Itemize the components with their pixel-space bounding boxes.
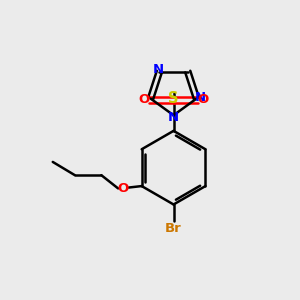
Text: N: N (152, 63, 164, 76)
Text: S: S (168, 91, 179, 106)
Text: O: O (139, 93, 150, 106)
Text: O: O (118, 182, 129, 195)
Text: Br: Br (165, 222, 182, 235)
Text: N: N (194, 91, 206, 103)
Text: N: N (168, 111, 179, 124)
Text: O: O (197, 93, 208, 106)
